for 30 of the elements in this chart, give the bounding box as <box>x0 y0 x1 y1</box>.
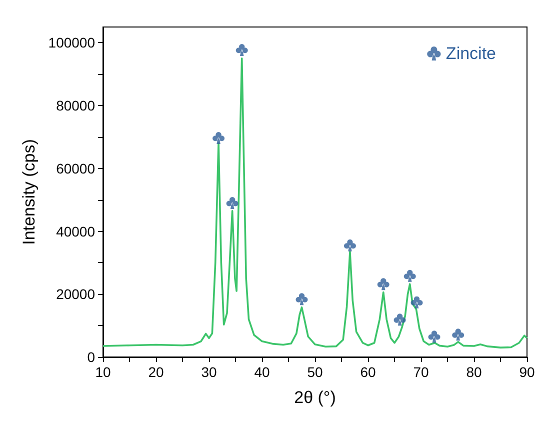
legend-label: Zincite <box>446 44 496 63</box>
y-tick-label: 0 <box>87 349 96 365</box>
point <box>226 197 238 209</box>
line-series <box>102 58 528 348</box>
y-tick-label: 80000 <box>56 98 96 114</box>
y-tick-label: 60000 <box>56 160 96 176</box>
point <box>404 270 416 282</box>
point <box>410 296 423 308</box>
x-tick-label: 80 <box>466 364 482 380</box>
x-tick-label: 60 <box>360 364 376 380</box>
y-tick-label: 20000 <box>56 286 96 302</box>
point <box>428 330 440 343</box>
x-tick-label: 10 <box>95 364 111 380</box>
point <box>452 328 464 341</box>
y-tick-label: 40000 <box>56 223 96 240</box>
x-tick-label: 30 <box>201 364 217 380</box>
x-tick-label: 40 <box>254 364 270 380</box>
point <box>377 278 390 290</box>
x-axis-title: 2θ (°) <box>294 388 336 407</box>
point <box>212 132 225 144</box>
x-tick-label: 90 <box>519 364 535 380</box>
x-tick-label: 20 <box>148 364 164 380</box>
x-tick-label: 70 <box>413 364 429 380</box>
point <box>236 44 248 56</box>
y-tick-label: 100000 <box>48 34 96 51</box>
point <box>344 239 356 252</box>
point <box>394 314 406 326</box>
point <box>296 293 308 306</box>
x-tick-label: 50 <box>307 364 323 380</box>
y-axis-title: Intensity (cps) <box>19 139 38 245</box>
